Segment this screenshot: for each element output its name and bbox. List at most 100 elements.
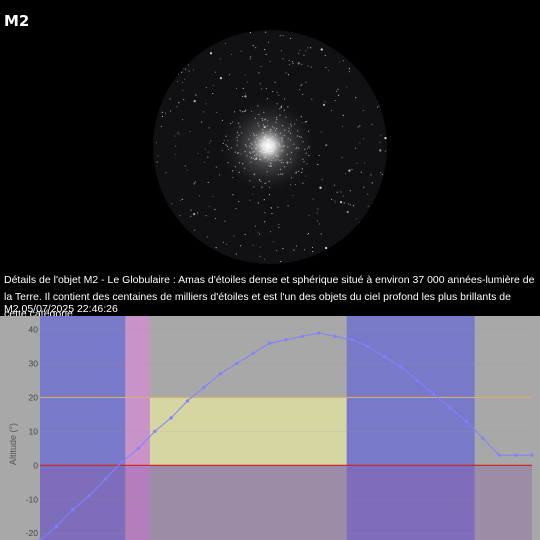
star <box>193 213 196 216</box>
star <box>209 52 213 55</box>
star <box>384 137 387 140</box>
star <box>155 142 157 144</box>
star <box>382 96 384 98</box>
star <box>264 221 266 223</box>
data-point <box>350 338 354 342</box>
star <box>285 72 287 74</box>
star <box>371 123 373 125</box>
star <box>163 89 165 91</box>
star <box>250 56 252 58</box>
star <box>198 47 200 49</box>
star <box>155 65 157 67</box>
star <box>225 43 227 45</box>
star <box>219 77 222 80</box>
star <box>244 74 246 76</box>
data-point <box>251 351 255 355</box>
star <box>388 248 389 249</box>
star <box>371 182 373 184</box>
star <box>318 223 320 225</box>
star <box>339 201 343 204</box>
star <box>340 191 342 193</box>
star <box>191 41 193 43</box>
star <box>181 198 183 200</box>
star <box>259 83 261 85</box>
star <box>281 50 283 52</box>
star <box>207 156 209 158</box>
star <box>174 135 176 137</box>
y-tick-label: 20 <box>29 392 39 402</box>
star <box>207 251 209 253</box>
star <box>189 30 191 32</box>
star <box>264 48 266 50</box>
star <box>358 222 360 224</box>
star <box>263 199 265 201</box>
star <box>302 93 304 96</box>
star <box>242 87 244 89</box>
data-point <box>186 399 190 403</box>
below-horizon-area <box>40 465 532 540</box>
y-tick-label: 10 <box>29 426 39 436</box>
star <box>194 181 197 183</box>
star <box>377 30 379 31</box>
object-title: M2 <box>4 12 30 30</box>
star <box>154 101 156 104</box>
data-point <box>464 419 468 423</box>
star <box>346 210 349 214</box>
star <box>193 183 195 185</box>
star <box>160 125 162 128</box>
data-point <box>71 507 75 512</box>
data-point <box>366 344 370 349</box>
data-point <box>268 341 272 345</box>
star <box>156 161 158 163</box>
star <box>346 86 348 88</box>
star <box>271 212 273 215</box>
star <box>242 95 244 98</box>
star <box>182 119 184 121</box>
star <box>278 223 280 225</box>
star <box>385 181 387 183</box>
star <box>178 133 180 135</box>
star <box>309 30 311 32</box>
star <box>342 195 344 197</box>
star <box>320 131 322 133</box>
star <box>299 49 301 51</box>
star <box>246 81 248 83</box>
star <box>190 215 192 217</box>
star <box>187 64 189 66</box>
star <box>203 161 205 163</box>
data-point <box>54 524 59 529</box>
star <box>377 106 379 108</box>
star <box>303 54 305 56</box>
star <box>328 69 330 71</box>
star <box>212 252 216 255</box>
data-point <box>169 416 173 420</box>
star <box>349 190 351 192</box>
data-point <box>284 338 288 342</box>
star <box>386 204 387 206</box>
star <box>214 254 216 256</box>
star <box>188 70 190 72</box>
star <box>287 205 289 207</box>
data-point <box>104 477 108 481</box>
star <box>381 228 384 232</box>
star <box>342 125 344 127</box>
star <box>310 66 312 68</box>
star <box>259 246 261 248</box>
star <box>194 229 196 231</box>
star <box>311 98 313 100</box>
star <box>298 52 300 54</box>
star <box>359 125 361 127</box>
star <box>382 48 384 50</box>
star <box>333 184 335 186</box>
data-point <box>136 446 140 450</box>
star <box>282 58 284 60</box>
star <box>367 75 369 77</box>
star <box>330 110 332 112</box>
star <box>280 261 282 263</box>
star <box>177 80 179 83</box>
star <box>346 240 348 242</box>
star <box>198 195 201 197</box>
time-band-1 <box>125 316 150 540</box>
star <box>231 53 233 56</box>
star <box>194 254 196 256</box>
